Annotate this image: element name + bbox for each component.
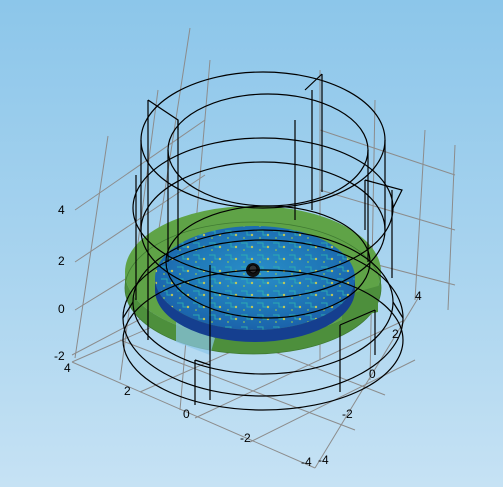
x-tick-label: 0 [183,407,190,421]
y-tick-label: -4 [318,453,329,467]
z-tick-label: -2 [54,349,65,363]
solution-surface [155,226,355,342]
y-tick-label: 4 [415,289,422,303]
z-axis-ticks: 4 2 0 -2 [54,203,65,363]
y-tick-label: 0 [369,367,376,381]
y-tick-label: 2 [392,327,399,341]
z-tick-label: 0 [58,302,65,316]
x-tick-label: -4 [301,455,312,469]
x-tick-label: -2 [240,431,251,445]
y-axis-ticks: 4 2 0 -2 -4 [318,289,422,467]
z-tick-label: 2 [58,254,65,268]
y-tick-label: -2 [342,407,353,421]
x-axis-ticks: 4 2 0 -2 -4 [64,361,312,469]
x-tick-label: 2 [124,384,131,398]
z-tick-label: 4 [58,203,65,217]
x-tick-label: 4 [64,361,71,375]
enclosure-wireframe [122,71,404,411]
